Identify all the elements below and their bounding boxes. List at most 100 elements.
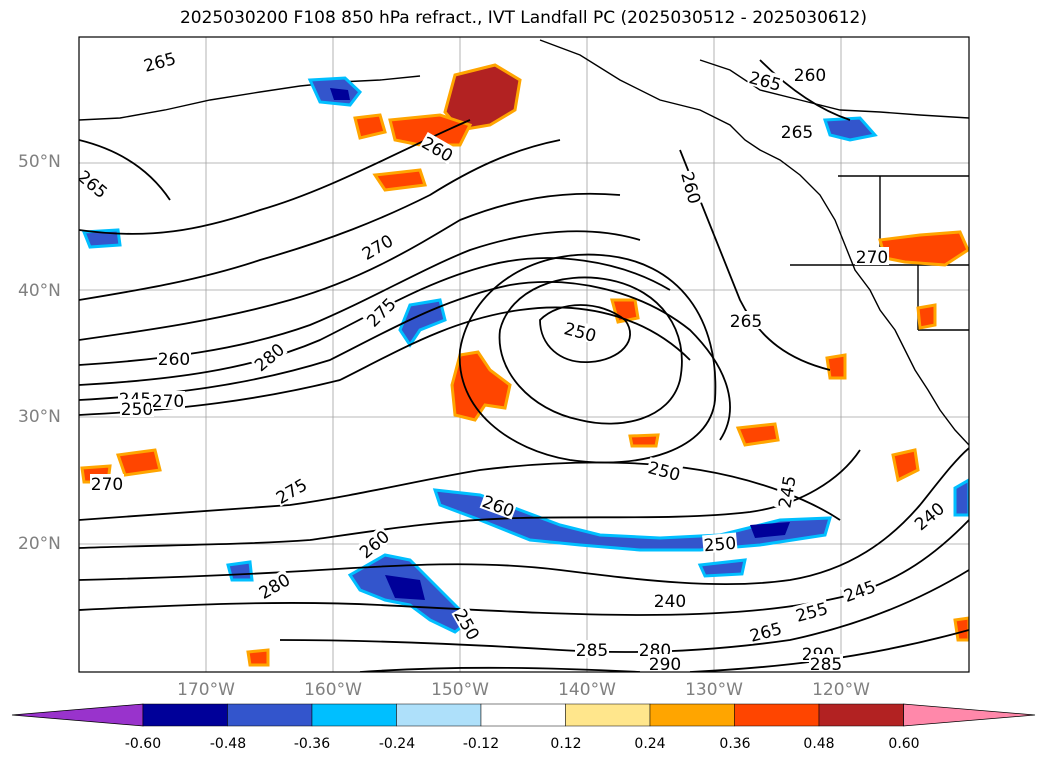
contour-label-bg — [140, 47, 179, 75]
positive-anomaly-patch — [372, 168, 428, 192]
contour-label-bg — [362, 293, 399, 330]
map-title: 2025030200 F108 850 hPa refract., IVT La… — [179, 8, 867, 28]
colorbar-segment — [480, 703, 566, 727]
lon-label-160w: 160°W — [304, 680, 362, 700]
negative-anomaly-patch — [953, 478, 969, 517]
contour-label-bg — [90, 474, 124, 492]
colorbar-segment — [396, 703, 482, 727]
contour-label: 285 — [576, 641, 608, 661]
colorbar-tick-label: -0.36 — [293, 736, 331, 752]
lat-label-30n: 30°N — [18, 407, 61, 427]
negative-anomaly-patch — [385, 575, 425, 600]
colorbar-extend-low — [11, 703, 144, 727]
lat-label-20n: 20°N — [18, 534, 61, 554]
colorbar-tick-label: -0.12 — [462, 736, 500, 752]
contour-label-bg — [79, 165, 113, 202]
colorbar-segment — [734, 703, 820, 727]
positive-anomaly-patch — [246, 648, 270, 667]
contour-label-bg — [792, 597, 831, 625]
contour-label-bg — [746, 66, 785, 94]
colorbar-tick-label: 0.48 — [803, 736, 835, 752]
contour-label-bg — [645, 456, 684, 484]
map-frame — [78, 36, 970, 673]
colorbar-tick-label: 0.12 — [550, 736, 582, 752]
colorbar-tick-label: 0.60 — [888, 736, 920, 752]
contour-label-bg — [780, 122, 814, 140]
contour-label-bg — [793, 65, 827, 83]
contour-label-bg — [354, 525, 393, 562]
contour-label: 250 — [703, 534, 737, 557]
contour-label-bg — [855, 247, 889, 265]
colorbar-tick-label: -0.60 — [124, 736, 162, 752]
negative-anomaly-patch — [226, 560, 254, 582]
lon-label-130w: 130°W — [685, 680, 743, 700]
contour-label-bg — [249, 338, 288, 375]
contour-label-bg — [638, 640, 672, 658]
contour-label-bg — [151, 391, 185, 409]
contour-label-bg — [909, 497, 948, 534]
lat-label-40n: 40°N — [18, 281, 61, 301]
contour-label-bg — [451, 604, 485, 644]
contour-label-bg — [561, 317, 600, 345]
positive-anomaly-patch — [353, 113, 387, 140]
positive-anomaly-patch — [443, 63, 522, 132]
positive-anomaly-patch — [953, 616, 969, 642]
colorbar-extend-high — [903, 703, 1036, 727]
contour-label-bg — [271, 473, 311, 507]
positive-anomaly-patch — [735, 422, 780, 447]
contour-label: 265 — [730, 312, 762, 332]
contour-label-bg — [729, 311, 763, 329]
negative-anomaly-patch — [697, 558, 747, 578]
contour-label-bg — [678, 168, 706, 207]
contour-label-bg — [774, 473, 798, 510]
colorbar-segment — [565, 703, 651, 727]
lon-label-150w: 150°W — [431, 680, 489, 700]
lon-label-120w: 120°W — [812, 680, 870, 700]
refractivity-shading — [80, 63, 969, 667]
positive-anomaly-patch — [628, 433, 660, 448]
positive-anomaly-patch — [450, 350, 512, 422]
contour-label-bg — [479, 490, 518, 520]
contour-label-bg — [702, 532, 738, 554]
negative-anomaly-patch — [330, 88, 350, 100]
negative-anomaly-patch — [398, 298, 447, 348]
contour-label: 270 — [152, 392, 184, 412]
lon-label-140w: 140°W — [558, 680, 616, 700]
lat-label-50n: 50°N — [18, 152, 61, 172]
contour-label: 240 — [654, 592, 686, 612]
colorbar — [11, 703, 1036, 727]
contour-label: 270 — [91, 475, 123, 495]
contour-label-bg — [746, 617, 785, 645]
colorbar-tick-label: 0.24 — [634, 736, 666, 752]
contour-label-bg — [418, 131, 458, 165]
positive-anomaly-patch — [388, 113, 473, 147]
positive-anomaly-patch — [825, 353, 847, 380]
negative-anomaly-patch — [81, 228, 122, 249]
contour-label: 290 — [649, 655, 681, 675]
contour-label: 250 — [121, 400, 153, 420]
positive-anomaly-patch — [916, 303, 937, 330]
positive-anomaly-patch — [115, 448, 162, 477]
colorbar-segment — [311, 703, 397, 727]
contour-label-bg — [653, 591, 687, 609]
lon-label-170w: 170°W — [177, 680, 235, 700]
contour-label-bg — [809, 654, 843, 672]
positive-anomaly-patch — [878, 230, 969, 267]
contour-label: 285 — [810, 655, 842, 675]
contour-label: 260 — [158, 350, 190, 370]
contour-label-bg — [840, 575, 879, 605]
colorbar-tick-label: -0.24 — [378, 736, 416, 752]
colorbar-segment — [818, 703, 904, 727]
contour-label-bg — [575, 640, 609, 658]
negative-anomaly-patch — [750, 522, 790, 538]
colorbar-tick-label: -0.48 — [209, 736, 247, 752]
positive-anomaly-patch — [891, 448, 920, 483]
contour-label: 270 — [856, 248, 888, 268]
colorbar-tick-label: 0.36 — [719, 736, 751, 752]
contour-label: 265 — [781, 123, 813, 143]
colorbar-segment — [142, 703, 228, 727]
contour-label: 260 — [794, 66, 826, 86]
contour-label-bg — [254, 568, 294, 602]
contour-label-bg — [157, 349, 191, 367]
